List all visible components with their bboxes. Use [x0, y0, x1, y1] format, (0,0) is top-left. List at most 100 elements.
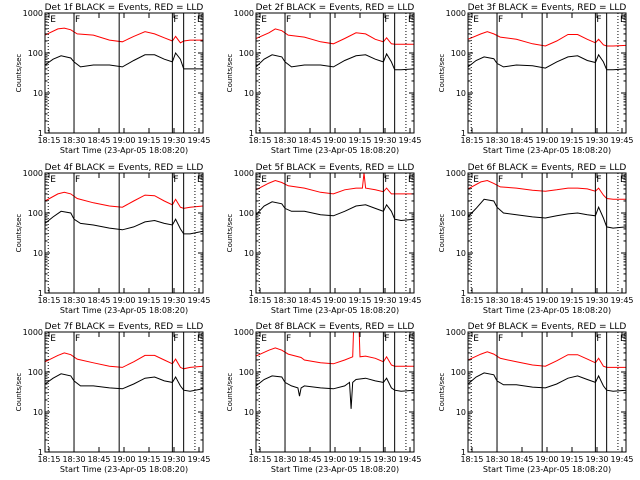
x-tick-label: 18:45 [510, 455, 533, 464]
lld-series-line [256, 332, 414, 367]
panel-title: Det 8f BLACK = Events, RED = LLD [256, 322, 415, 332]
x-tick-label: 19:30 [373, 136, 396, 145]
series-group [45, 352, 203, 392]
lld-series-line [45, 191, 203, 209]
y-tick-label: 1000 [446, 9, 466, 18]
x-tick-label: 18:15 [248, 136, 271, 145]
x-tick-label: 18:45 [87, 136, 110, 145]
plot-frame [255, 12, 415, 134]
y-tick-label: 100 [28, 209, 43, 218]
y-tick-label: 1 [461, 289, 466, 298]
panel-7: Det 7f BLACK = Events, RED = LLD F F E E 1 10 1… [15, 322, 211, 474]
x-tick-label: 18:30 [485, 296, 508, 305]
x-tick-label: 18:45 [298, 136, 321, 145]
x-tick-label: 19:00 [112, 455, 135, 464]
x-tick-label: 19:15 [137, 136, 160, 145]
panel-3: Det 3f BLACK = Events, RED = LLD F F E E 1 10 1… [438, 3, 634, 155]
marker-label: E [473, 175, 479, 185]
y-axis-label: Counts/sec [438, 373, 446, 412]
y-tick-label: 1000 [23, 9, 43, 18]
y-tick-label: 100 [28, 368, 43, 377]
marker-label: E [473, 15, 479, 25]
x-tick-label: 19:00 [535, 296, 558, 305]
y-tick-label: 1000 [23, 169, 43, 178]
y-axis-label: Counts/sec [226, 373, 234, 412]
y-tick-label: 1000 [234, 9, 254, 18]
marker-label: F [596, 334, 601, 344]
x-tick-label: 18:30 [273, 455, 296, 464]
panel-5: Det 5f BLACK = Events, RED = LLD F F E E 1 10 1… [226, 163, 422, 315]
lld-series-line [256, 173, 414, 195]
y-tick-label: 10 [244, 249, 254, 258]
y-axis-label: Counts/sec [438, 54, 446, 93]
x-tick-label: 19:15 [348, 136, 371, 145]
x-tick-label: 19:45 [610, 455, 633, 464]
panel-1: Det 1f BLACK = Events, RED = LLD F F E E 1 10 1… [15, 3, 211, 155]
marker-label: F [498, 15, 503, 25]
y-tick-label: 100 [28, 49, 43, 58]
x-tick-label: 19:30 [585, 455, 608, 464]
x-tick-label: 19:15 [348, 455, 371, 464]
panel-title: Det 4f BLACK = Events, RED = LLD [45, 163, 204, 173]
marker-label: E [50, 15, 56, 25]
x-tick-label: 18:30 [62, 455, 85, 464]
panel-9: Det 9f BLACK = Events, RED = LLD F F E E 1 10 1… [438, 322, 634, 474]
marker-label: F [286, 334, 291, 344]
x-tick-label: 19:15 [560, 296, 583, 305]
plot-frame [467, 12, 627, 134]
series-group [468, 31, 626, 71]
y-axis-label: Counts/sec [15, 54, 23, 93]
marker-label: E [620, 175, 626, 185]
y-axis-label: Counts/sec [15, 214, 23, 253]
panel-4: Det 4f BLACK = Events, RED = LLD F F E E 1 10 1… [15, 163, 211, 315]
x-tick-label: 18:30 [485, 136, 508, 145]
marker-label: E [473, 334, 479, 344]
x-tick-label: 19:30 [162, 455, 185, 464]
series-group [45, 191, 203, 235]
x-tick-label: 18:30 [485, 455, 508, 464]
marker-label: F [75, 175, 80, 185]
lld-series-line [45, 27, 203, 44]
x-tick-label: 19:45 [398, 136, 421, 145]
panel-2: Det 2f BLACK = Events, RED = LLD F F E E 1 10 1… [226, 3, 422, 155]
marker-label: E [197, 334, 203, 344]
marker-label: F [596, 15, 601, 25]
events-series-line [45, 373, 203, 392]
marker-label: F [75, 334, 80, 344]
y-tick-label: 1000 [446, 169, 466, 178]
x-tick-label: 18:30 [62, 296, 85, 305]
x-tick-label: 19:15 [137, 296, 160, 305]
x-tick-label: 18:15 [37, 136, 60, 145]
y-axis-label: Counts/sec [226, 54, 234, 93]
x-axis-label: Start Time (23-Apr-05 18:08:20) [483, 465, 611, 474]
y-tick-label: 1 [249, 289, 254, 298]
marker-label: E [261, 334, 267, 344]
events-series-line [256, 375, 414, 409]
y-tick-label: 10 [456, 89, 466, 98]
x-tick-label: 19:30 [585, 136, 608, 145]
marker-label: E [620, 15, 626, 25]
x-axis-label: Start Time (23-Apr-05 18:08:20) [271, 465, 399, 474]
plot-frame [255, 172, 415, 294]
x-tick-label: 19:45 [187, 296, 210, 305]
events-series-line [468, 53, 626, 71]
x-tick-label: 19:00 [535, 136, 558, 145]
x-tick-label: 18:30 [62, 136, 85, 145]
y-tick-label: 1 [249, 129, 254, 138]
x-tick-label: 19:45 [398, 455, 421, 464]
x-tick-label: 18:45 [510, 136, 533, 145]
marker-label: F [384, 334, 389, 344]
y-tick-label: 1 [38, 448, 43, 457]
x-tick-label: 19:45 [610, 296, 633, 305]
y-tick-label: 10 [456, 408, 466, 417]
events-series-line [45, 51, 203, 70]
x-tick-label: 19:30 [373, 296, 396, 305]
x-axis-label: Start Time (23-Apr-05 18:08:20) [271, 306, 399, 315]
x-tick-label: 19:45 [187, 136, 210, 145]
y-tick-label: 100 [451, 209, 466, 218]
marker-label: E [50, 334, 56, 344]
y-tick-label: 10 [33, 89, 43, 98]
x-axis-label: Start Time (23-Apr-05 18:08:20) [483, 146, 611, 155]
y-tick-label: 10 [456, 249, 466, 258]
